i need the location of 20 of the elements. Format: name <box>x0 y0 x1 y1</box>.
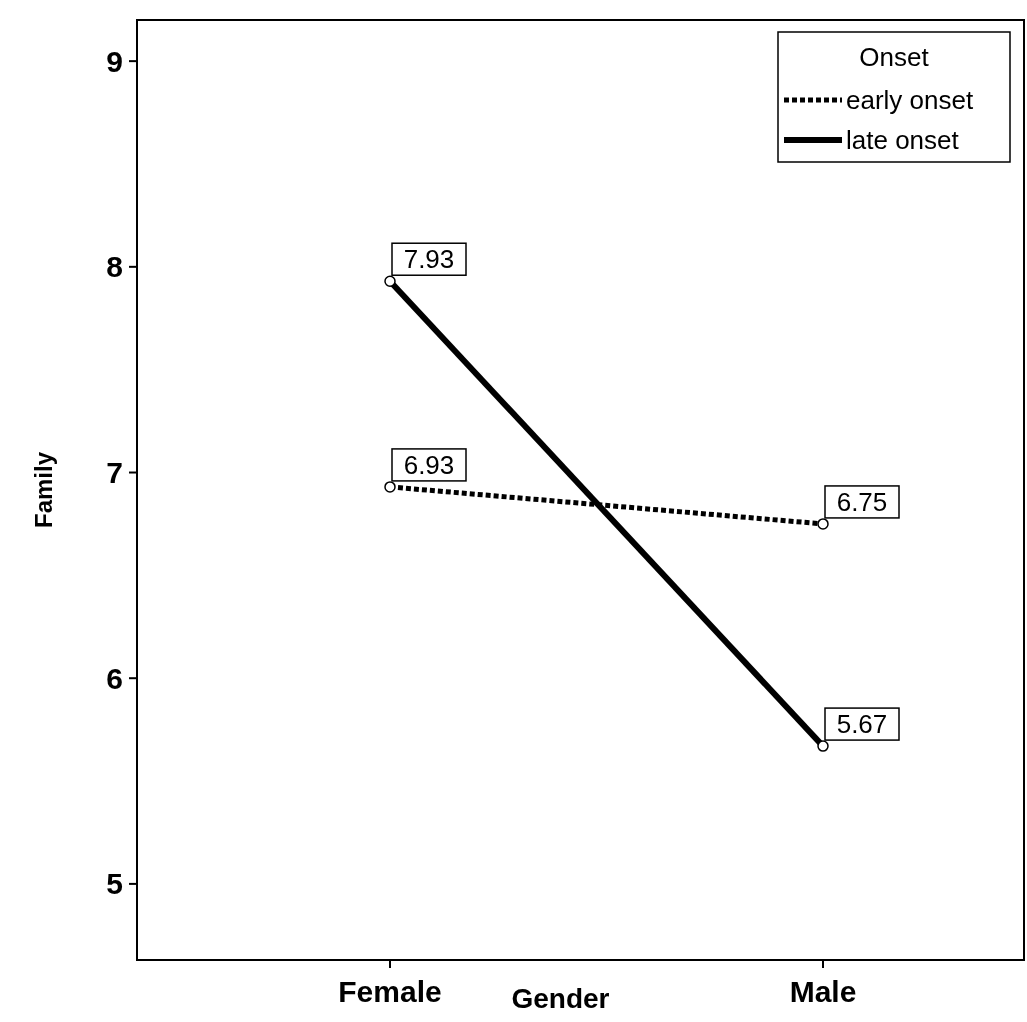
data-label: 5.67 <box>836 709 888 740</box>
point <box>817 518 829 530</box>
point <box>817 740 829 752</box>
point <box>384 275 396 287</box>
legend-label: early onset <box>846 85 974 116</box>
legend-label: late onset <box>846 125 960 156</box>
y-axis-title: Family <box>30 451 57 529</box>
x-axis-title: Gender <box>511 983 610 1014</box>
data-label: 6.93 <box>403 449 455 480</box>
y-tick-label: 5 <box>106 867 123 901</box>
y-tick-label: 7 <box>106 456 123 490</box>
point <box>384 481 396 493</box>
data-label: 6.75 <box>836 486 888 517</box>
legend-title: Onset <box>859 42 930 72</box>
y-tick-label: 9 <box>106 44 123 78</box>
y-tick-label: 8 <box>106 250 123 284</box>
x-tick-label: Male <box>789 975 857 1008</box>
data-label: 7.93 <box>403 244 455 275</box>
x-tick-label: Female <box>338 975 442 1008</box>
y-tick-label: 6 <box>106 661 123 695</box>
